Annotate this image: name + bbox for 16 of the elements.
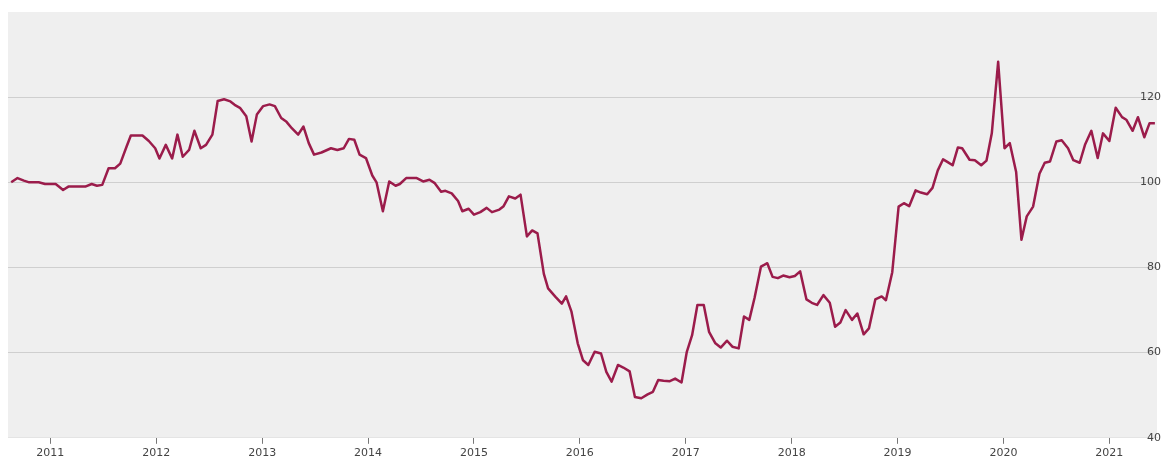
x-tick-label: 2014	[354, 446, 383, 460]
x-tick-label: 2012	[142, 446, 171, 460]
y-tick-label: 60	[1147, 345, 1161, 359]
x-tick-label: 2011	[36, 446, 65, 460]
x-tick-label: 2020	[989, 446, 1018, 460]
x-tick-label: 2021	[1095, 446, 1124, 460]
y-tick-label: 100	[1140, 175, 1161, 189]
x-tick-label: 2015	[459, 446, 488, 460]
x-tick-label: 2016	[565, 446, 594, 460]
x-tick-label: 2013	[248, 446, 277, 460]
y-tick-label: 80	[1147, 260, 1161, 274]
y-tick-label: 40	[1147, 430, 1161, 444]
x-tick-label: 2019	[883, 446, 912, 460]
x-tick-label: 2017	[671, 446, 700, 460]
y-tick-label: 120	[1140, 90, 1161, 104]
x-tick-label: 2018	[777, 446, 806, 460]
